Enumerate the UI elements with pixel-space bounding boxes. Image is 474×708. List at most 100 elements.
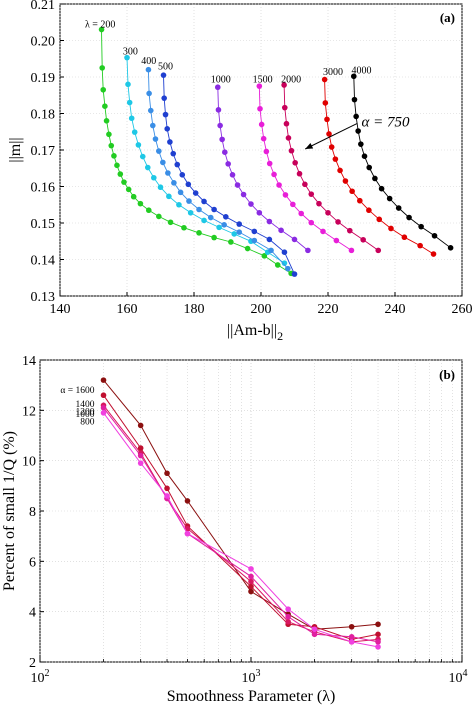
x-tick-label: 140 [50,302,71,317]
data-point [256,83,263,89]
data-point [322,100,329,106]
data-point [342,178,349,184]
data-point [201,198,207,205]
data-point [125,81,131,88]
series-label: 3000 [323,67,343,78]
data-point [291,271,298,277]
data-point [151,174,157,181]
data-point [281,249,288,255]
data-point [240,191,247,198]
series-label: 1200 [76,408,95,418]
data-point [378,185,385,192]
data-point [375,639,381,645]
y-tick-label: 0.18 [31,108,56,123]
data-point [185,181,192,188]
data-point [156,213,162,220]
data-point [160,159,166,166]
data-point [281,260,288,266]
data-point [282,192,289,198]
data-point [231,231,237,237]
data-point [258,121,265,128]
data-point [285,265,291,272]
data-point [146,90,152,97]
data-point [244,245,251,252]
data-point [266,160,273,167]
data-point [223,213,229,220]
data-point [431,232,438,239]
data-point [332,156,339,162]
data-point [179,172,186,178]
series-line [324,79,434,255]
data-point [311,626,318,633]
data-point [321,76,328,83]
data-point [207,214,214,221]
data-point [375,644,381,650]
data-point [316,200,322,207]
data-point [248,573,254,580]
data-point [152,136,159,142]
data-point [337,167,343,174]
data-point [219,136,225,143]
y-tick-label: 0.20 [31,35,56,50]
data-point [176,201,182,208]
data-point [251,237,258,244]
data-point [268,247,274,254]
data-point [375,247,382,254]
y-tick-label: 0.16 [31,181,56,196]
data-point [164,470,170,477]
data-point [100,410,107,416]
data-point [229,172,236,178]
y-tick-label: 2 [29,656,36,671]
data-point [167,219,174,226]
data-point [355,128,361,134]
data-point [128,115,135,122]
data-point [348,247,355,254]
data-point [311,631,318,638]
data-point [184,530,191,537]
data-point [186,198,192,204]
y-tick-label: 0.15 [31,217,56,232]
data-point [181,224,187,231]
data-point [166,193,172,200]
x-tick-label: 102 [31,668,50,686]
data-point [401,234,408,241]
x-tick-label: 104 [449,668,468,686]
data-point [177,189,184,196]
x-tick-base: 10 [242,671,256,686]
panel-b-ylabel: Percent of small 1/Q (%) [1,431,18,591]
data-point [248,201,254,207]
panel-a-xlabel-main: ||Am-b|| [227,322,277,339]
data-point [248,566,254,572]
data-point [157,184,164,191]
data-point [156,148,162,154]
data-point [139,153,146,160]
data-point [406,214,412,221]
data-point [386,195,393,202]
data-point [281,82,287,88]
data-point [308,191,315,197]
y-tick-label: 14 [22,354,36,369]
series-label: 1500 [253,74,273,85]
series-label: 400 [141,56,156,67]
data-point [108,142,115,149]
x-tick-label: 200 [251,302,272,317]
data-point [121,179,127,185]
data-point [274,262,281,268]
data-point [417,242,423,249]
data-point [447,245,454,251]
data-point [137,445,144,451]
data-point [430,251,437,257]
data-point [375,621,381,628]
data-point [137,452,144,459]
y-tick-label: 0.14 [31,254,56,269]
y-tick-label: 8 [29,505,36,520]
data-point [164,493,170,499]
data-point [366,207,372,214]
annotation-arrowhead [305,142,314,149]
data-point [260,135,267,142]
data-point [256,209,263,216]
